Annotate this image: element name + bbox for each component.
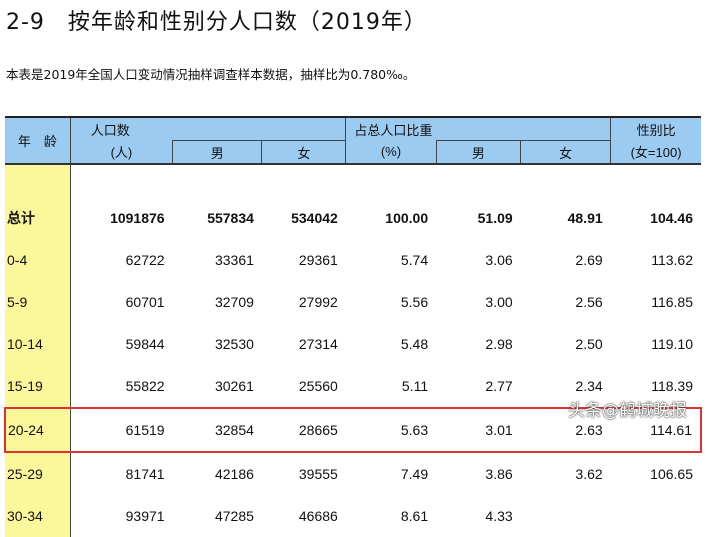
- header-pop: 人口数: [69, 117, 173, 141]
- value-cell: 46686: [298, 508, 338, 524]
- value-cell: 118.39: [651, 378, 693, 394]
- value-cell: 27992: [298, 294, 338, 310]
- header-pop-unit: (人): [69, 140, 173, 165]
- value-cell: 2.56: [575, 294, 603, 310]
- age-group-cell: 30-34: [5, 495, 71, 537]
- age-group-cell: 15-19: [5, 365, 71, 408]
- value-cell: 7.49: [400, 466, 429, 482]
- page-title: 2-9 按年龄和性别分人口数（2019年）: [6, 10, 427, 35]
- header-pop-male: 男: [172, 140, 262, 165]
- table-row: 5-9 60701 32709 27992 5.56 3.00 2.56 116.85: [5, 281, 701, 323]
- table-row: 0-4 62722 33361 29361 5.74 3.06 2.69 113.62: [5, 239, 701, 281]
- value-cell: 3.86: [485, 466, 513, 482]
- table-row: 15-19 55822 30261 25560 5.11 2.77 2.34 118.39: [5, 365, 701, 408]
- value-cell: 1091876: [110, 210, 165, 226]
- age-group-cell: 10-14: [5, 323, 71, 365]
- value-cell: 2.50: [575, 336, 603, 352]
- value-cell: 28665: [261, 407, 346, 453]
- value-cell: 30261: [214, 378, 254, 394]
- value-cell: 557834: [207, 210, 254, 226]
- table-row: 25-29 81741 42186 39555 7.49 3.86 3.62 106.65: [5, 452, 701, 495]
- value-cell: 5.48: [400, 336, 429, 352]
- header-ratio: 性别比: [610, 117, 701, 141]
- value-cell: 119.10: [651, 336, 693, 352]
- age-group-cell: 5-9: [5, 281, 71, 323]
- value-cell: 29361: [298, 252, 338, 268]
- header-ratio-unit: (女=100): [610, 140, 701, 165]
- value-cell: 42186: [214, 466, 254, 482]
- value-cell: 32530: [214, 336, 254, 352]
- age-group-cell: 总计: [5, 197, 71, 239]
- value-cell: 39555: [298, 466, 338, 482]
- value-cell: 27314: [298, 336, 338, 352]
- value-cell: 100.00: [385, 210, 429, 226]
- value-cell: 3.62: [575, 466, 603, 482]
- value-cell: [611, 495, 701, 537]
- value-cell: 55822: [125, 378, 165, 394]
- header-share-male: 男: [435, 140, 521, 165]
- value-cell: 32854: [172, 407, 262, 453]
- value-cell: 2.98: [485, 336, 513, 352]
- value-cell: 61519: [70, 407, 173, 453]
- value-cell: [521, 495, 611, 537]
- table-row: 总计 1091876 557834 534042 100.00 51.09 48.91 104…: [5, 197, 701, 239]
- value-cell: 5.11: [401, 378, 429, 394]
- value-cell: 48.91: [567, 210, 603, 226]
- value-cell: 5.63: [345, 407, 437, 453]
- table-row: 10-14 59844 32530 27314 5.48 2.98 2.50 119.10: [5, 323, 701, 365]
- header-age: 年 龄: [5, 117, 71, 165]
- table-note: 本表是2019年全国人口变动情况抽样调查样本数据，抽样比为0.780‰。: [6, 67, 416, 82]
- header-pop-female: 女: [261, 140, 346, 165]
- value-cell: 106.65: [650, 466, 693, 482]
- age-group-cell: 20-24: [3, 407, 71, 453]
- value-cell: 81741: [125, 466, 165, 482]
- watermark: 头条@鹤城晚报: [568, 401, 687, 421]
- population-table: 年 龄 人口数 占总人口比重 性别比 (人) 男 女 (%) 男 女 (女=10…: [3, 116, 703, 537]
- value-cell: 8.61: [400, 508, 429, 524]
- value-cell: 25560: [298, 378, 338, 394]
- value-cell: 4.33: [485, 508, 513, 524]
- value-cell: 51.09: [477, 210, 513, 226]
- header-share: 占总人口比重: [345, 117, 437, 141]
- value-cell: 3.01: [436, 407, 521, 453]
- value-cell: 2.69: [575, 252, 603, 268]
- value-cell: 33361: [214, 252, 254, 268]
- value-cell: 47285: [214, 508, 254, 524]
- header-share-female: 女: [520, 140, 611, 165]
- value-cell: 534042: [291, 210, 338, 226]
- value-cell: 93971: [125, 508, 165, 524]
- value-cell: 3.06: [485, 252, 513, 268]
- age-group-cell: 0-4: [5, 239, 71, 281]
- value-cell: 3.00: [485, 294, 513, 310]
- value-cell: 59844: [125, 336, 165, 352]
- value-cell: 5.56: [400, 294, 429, 310]
- value-cell: 60701: [125, 294, 165, 310]
- value-cell: 32709: [214, 294, 254, 310]
- table-row: 30-34 93971 47285 46686 8.61 4.33: [5, 495, 701, 537]
- value-cell: 113.62: [651, 252, 693, 268]
- age-group-cell: 25-29: [5, 452, 71, 495]
- header-share-unit: (%): [345, 140, 437, 165]
- value-cell: 62722: [125, 252, 165, 268]
- value-cell: 2.34: [575, 378, 603, 394]
- value-cell: 5.74: [400, 252, 429, 268]
- value-cell: 2.77: [485, 378, 513, 394]
- value-cell: 116.85: [651, 294, 693, 310]
- value-cell: 104.46: [650, 210, 693, 226]
